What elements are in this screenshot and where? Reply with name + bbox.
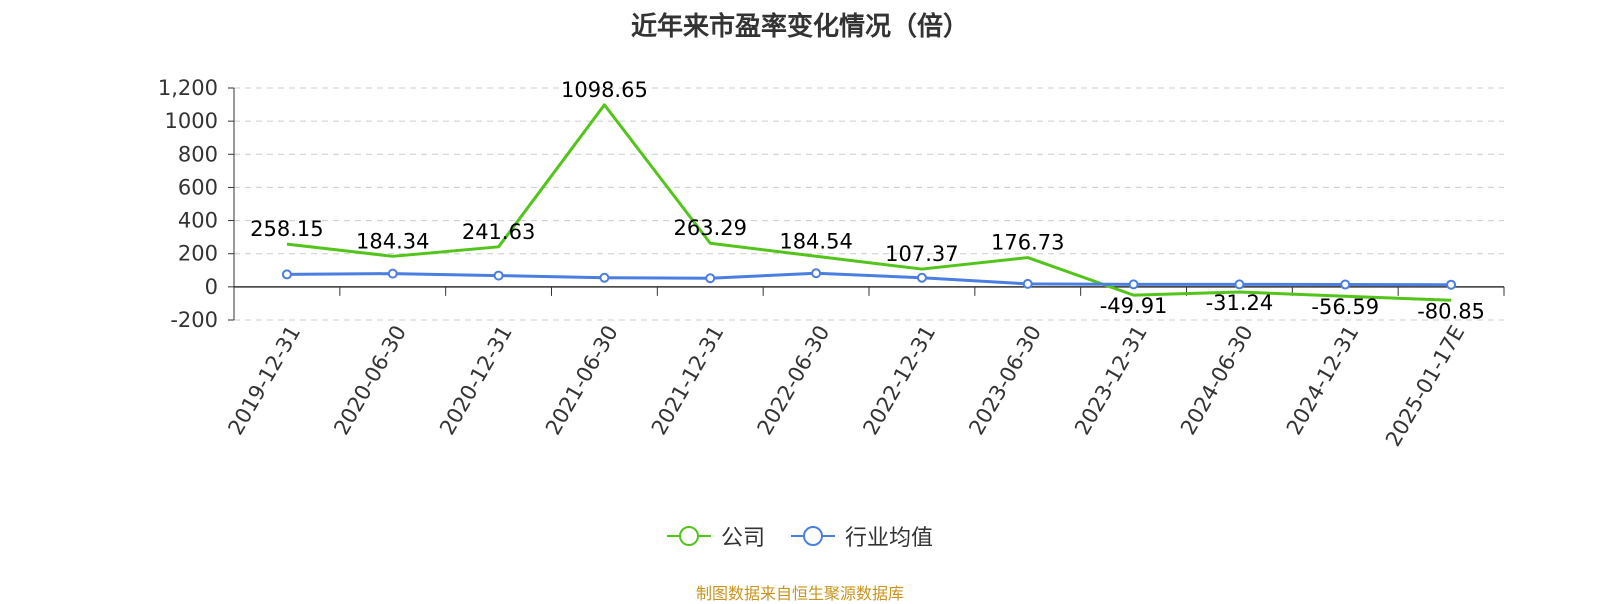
y-tick-label: 200	[178, 242, 218, 266]
legend-item-industry-average[interactable]: 行业均值	[791, 520, 933, 552]
source-note: 制图数据来自恒生聚源数据库	[695, 584, 904, 603]
legend-item-company[interactable]: 公司	[666, 520, 765, 552]
data-labels: 258.15 184.34 241.63 1098.65 263.29 184.54 107…	[250, 78, 1485, 323]
x-tick-label: 2020-06-30	[329, 321, 411, 439]
data-point[interactable]	[1022, 278, 1033, 289]
data-point[interactable]	[916, 272, 927, 283]
y-tick-label: 1000	[165, 109, 218, 133]
axes: -200 0 200 400 600 800 1000 1,200 2019-12-31 2020…	[158, 76, 1505, 451]
data-label: -31.24	[1206, 291, 1274, 315]
x-tick-label: 2019-12-31	[223, 321, 305, 439]
data-label: 176.73	[991, 231, 1064, 255]
y-tick-label: 800	[178, 142, 218, 166]
y-tick-label: 400	[178, 209, 218, 233]
series-line-1	[286, 271, 1452, 287]
x-tick-label: 2024-06-30	[1176, 321, 1258, 439]
data-point[interactable]	[1128, 279, 1139, 290]
data-label: 184.34	[356, 229, 429, 253]
data-point[interactable]	[1446, 279, 1457, 290]
data-point[interactable]	[281, 269, 292, 280]
data-point[interactable]	[387, 268, 398, 279]
data-label: -80.85	[1417, 299, 1485, 323]
y-tick-label: 600	[178, 175, 218, 199]
data-label: 1098.65	[561, 78, 648, 102]
x-tick-label: 2020-12-31	[435, 321, 517, 439]
data-label: 241.63	[462, 220, 535, 244]
data-point[interactable]	[1340, 279, 1351, 290]
chart-title: 近年来市盈率变化情况（倍）	[630, 12, 969, 42]
y-tick-label: -200	[170, 308, 218, 332]
legend-industry-label: 行业均值	[845, 526, 934, 551]
data-label: 263.29	[674, 216, 747, 240]
legend-company-marker-icon	[666, 526, 711, 546]
x-tick-label: 2023-12-31	[1070, 321, 1152, 439]
data-label: -56.59	[1311, 295, 1379, 319]
legend-company-label: 公司	[720, 526, 765, 551]
grid-lines	[234, 87, 1504, 321]
x-tick-label: 2021-12-31	[647, 321, 729, 439]
data-label: 184.54	[779, 229, 852, 253]
y-tick-label: 1,200	[158, 76, 218, 100]
x-tick-label: 2021-06-30	[541, 321, 623, 439]
data-point[interactable]	[1234, 279, 1245, 290]
x-tick-label: 2025-01-17E	[1381, 321, 1469, 450]
data-label: -49.91	[1100, 294, 1168, 318]
x-tick-label: 2022-12-31	[858, 321, 940, 439]
data-label: 107.37	[885, 242, 958, 266]
data-point[interactable]	[705, 273, 716, 284]
data-point[interactable]	[493, 270, 504, 281]
y-tick-label: 0	[205, 275, 218, 299]
x-tick-label: 2024-12-31	[1282, 321, 1364, 439]
series-lines	[281, 103, 1457, 302]
legend-industry-marker-icon	[791, 526, 835, 546]
data-point[interactable]	[811, 268, 822, 279]
legend[interactable]: 公司 行业均值	[0, 520, 1600, 552]
series-line-0	[286, 103, 1452, 302]
data-label: 258.15	[250, 217, 323, 241]
x-tick-label: 2023-06-30	[964, 321, 1046, 439]
data-point[interactable]	[599, 272, 610, 283]
x-tick-label: 2022-06-30	[753, 321, 835, 439]
